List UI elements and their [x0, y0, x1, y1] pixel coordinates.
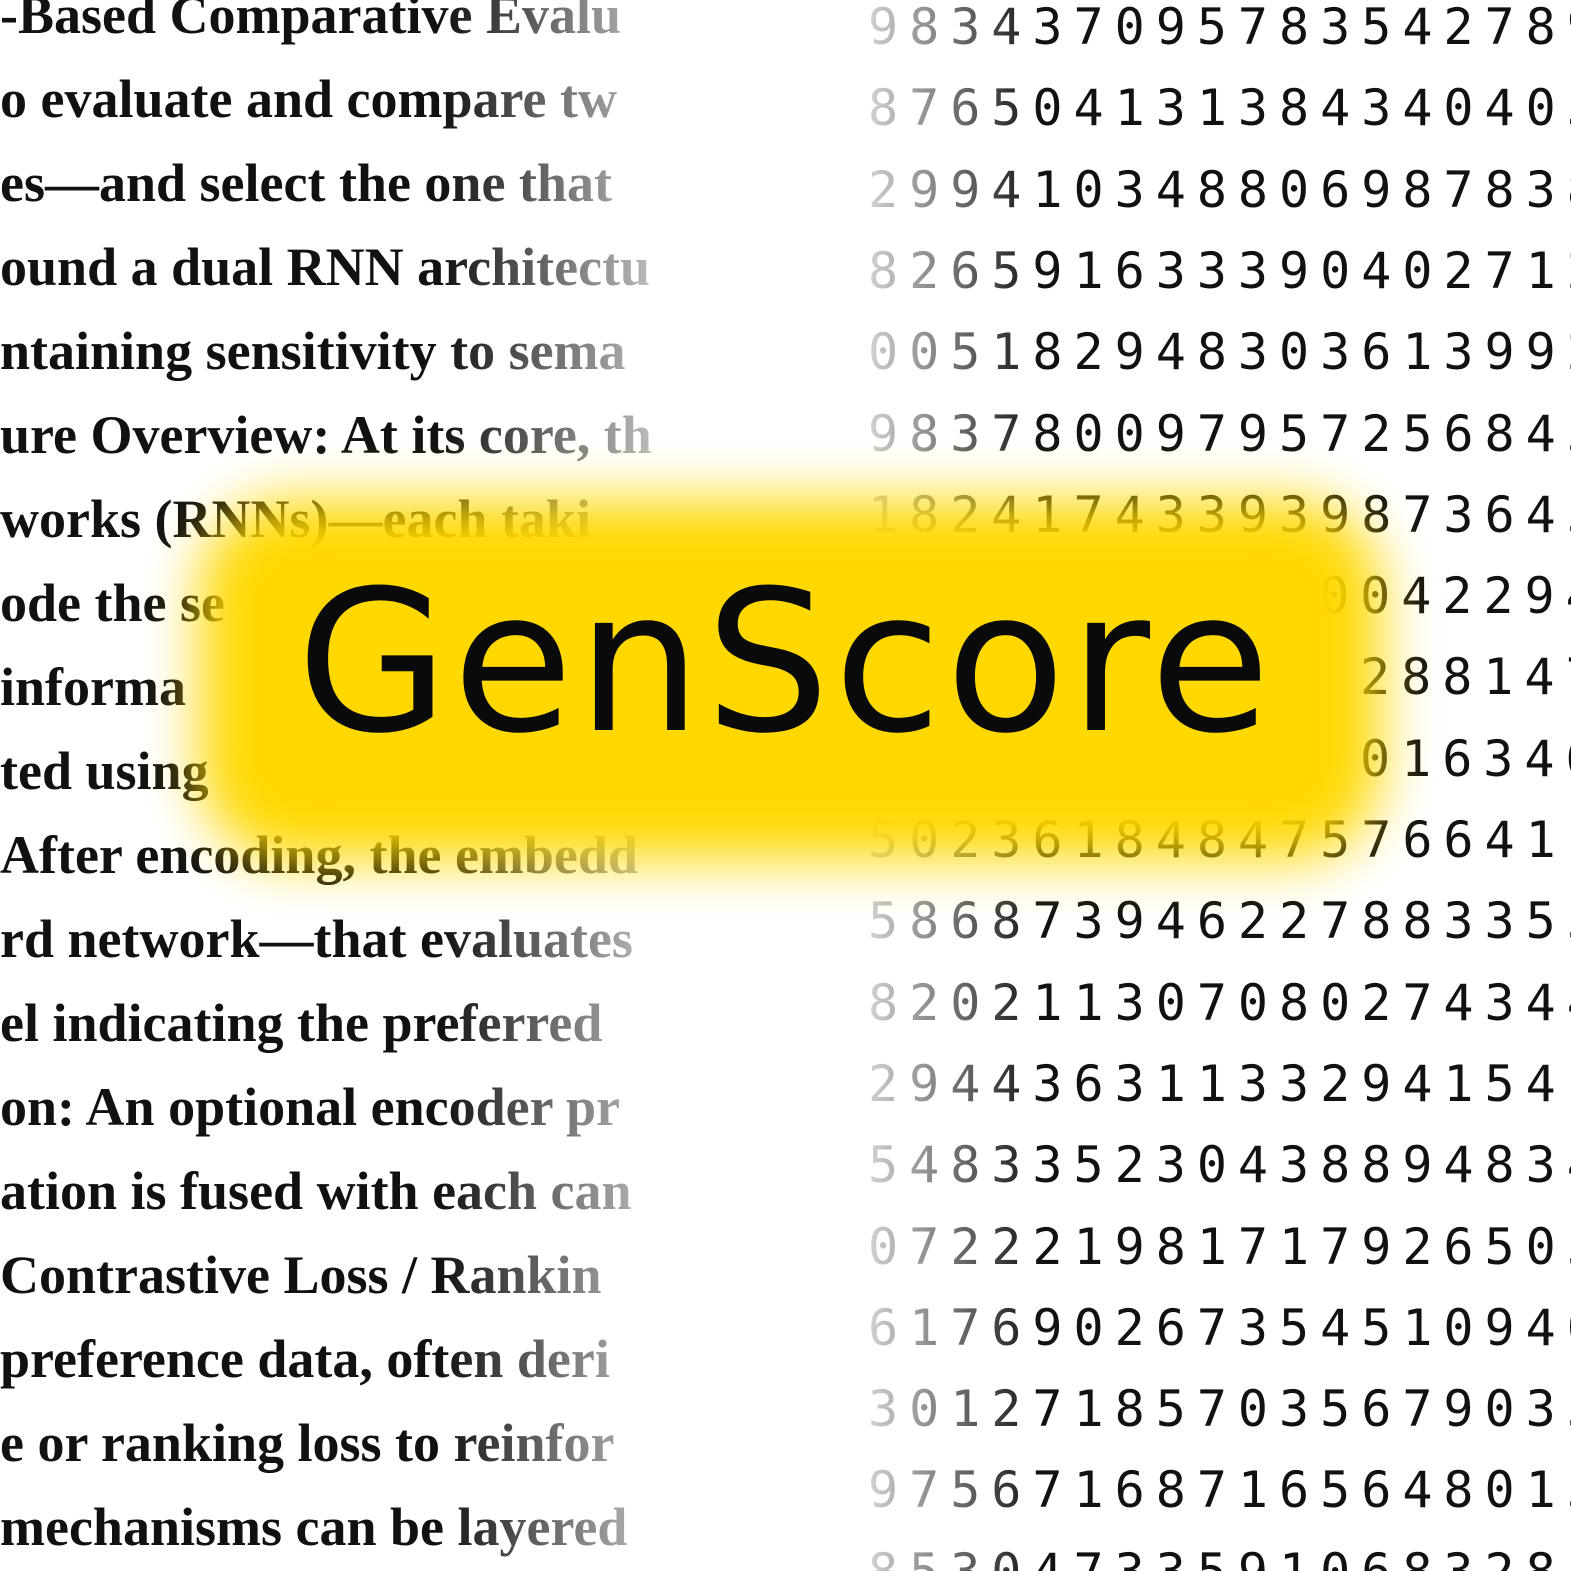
digit-row: 876504131384340403	[868, 79, 1571, 138]
digit-row: 299410348806987838	[868, 160, 1571, 219]
text-column: -Based Comparative Evalu o evaluate and c…	[0, 0, 760, 1571]
text-line: o evaluate and compare tw	[0, 69, 617, 129]
digit-row: 617690267354510940	[868, 1298, 1571, 1357]
digit-row: 853047335910683285	[868, 1547, 1571, 1571]
text-line: ure Overview: At its core, th	[0, 405, 652, 465]
text-line: on: An optional encoder pr	[0, 1077, 621, 1137]
text-line: es—and select the one that	[0, 153, 612, 213]
digit-row: 294436311332941541	[868, 1054, 1571, 1113]
text-line: e or ranking loss to reinfor	[0, 1413, 615, 1473]
digit-row: 820211307080274344	[868, 973, 1571, 1032]
logo-title: GenScore	[296, 549, 1275, 777]
text-line: Contrastive Loss / Rankin	[0, 1245, 602, 1305]
digit-row: 016346	[1360, 729, 1571, 788]
digit-row: 983780097957256845	[868, 404, 1571, 463]
digit-row: 548335230438894834	[868, 1136, 1571, 1195]
digit-row: 975671687165648015	[868, 1461, 1571, 1520]
digit-row: 983437095783542789	[868, 0, 1571, 56]
digit-row: 826591633390402712	[868, 241, 1571, 300]
text-line: ode the se	[0, 573, 225, 633]
text-line: ted using	[0, 741, 209, 801]
text-line: el indicating the preferred	[0, 993, 603, 1053]
digit-row: 072221981717926505	[868, 1217, 1571, 1276]
text-line: ound a dual RNN architectu	[0, 237, 651, 297]
highlight	[200, 500, 1380, 860]
digit-row: 288147	[1360, 648, 1571, 707]
text-line: ation is fused with each can	[0, 1161, 632, 1221]
digit-row: 301271857035679035	[868, 1380, 1571, 1439]
digit-row: 586873946227883355	[868, 892, 1571, 951]
digit-row: 005182948303613992	[868, 323, 1571, 382]
text-line: ntaining sensitivity to sema	[0, 321, 626, 381]
text-line: informa	[0, 657, 186, 717]
text-line: mechanisms can be layered	[0, 1497, 628, 1557]
text-line: -Based Comparative Evalu	[0, 0, 621, 45]
text-line: preference data, often deri	[0, 1329, 610, 1389]
text-line: rd network—that evaluates	[0, 909, 633, 969]
